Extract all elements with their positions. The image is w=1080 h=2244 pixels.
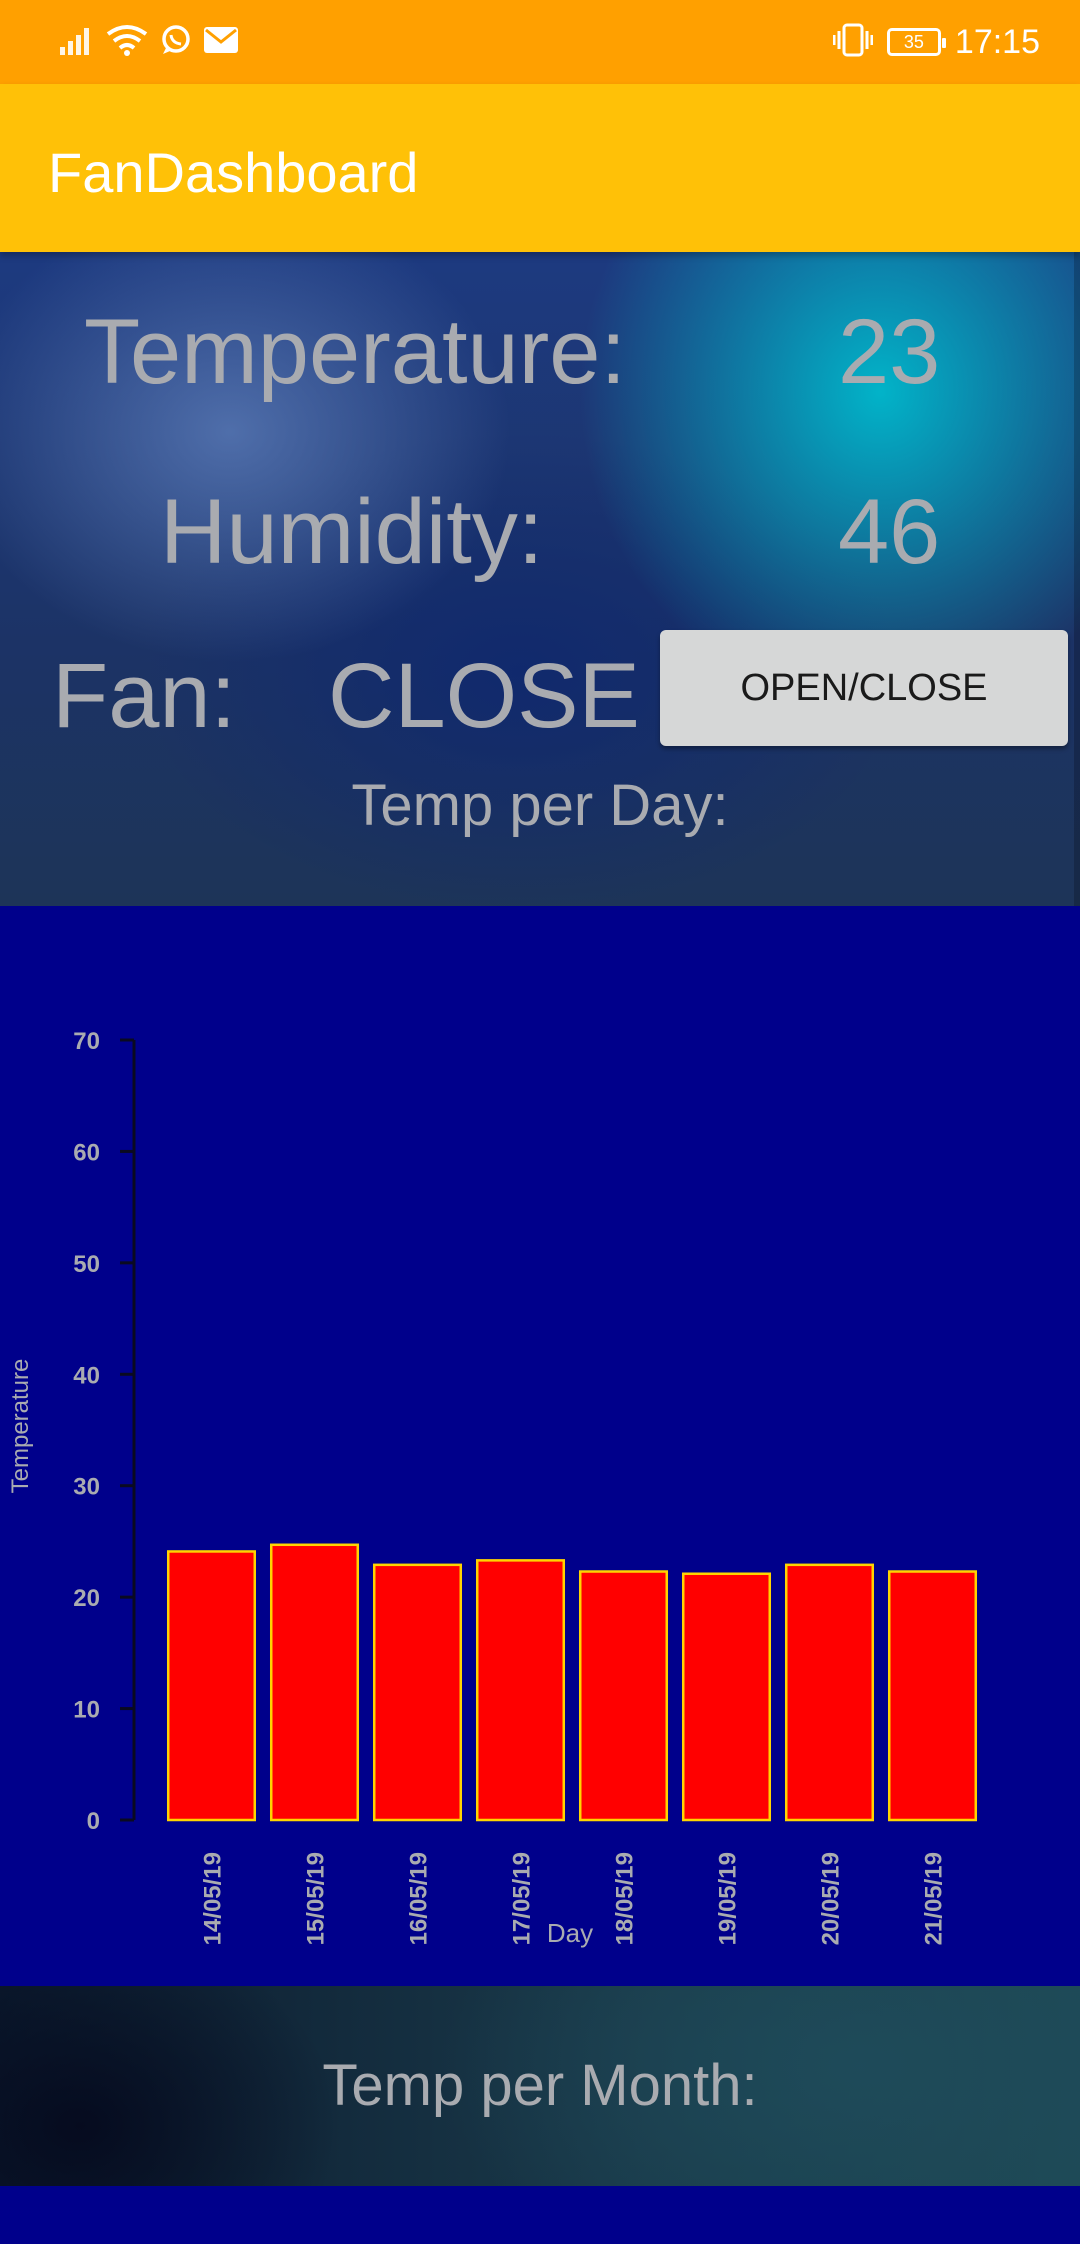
fan-label: Fan: (52, 645, 237, 747)
x-tick-label: 21/05/19 (921, 1852, 948, 1945)
x-tick-label: 20/05/19 (818, 1852, 845, 1945)
y-tick-label: 10 (73, 1697, 100, 1724)
y-tick-label: 70 (73, 1028, 100, 1055)
temperature-value: 23 (838, 301, 941, 403)
temp-per-day-chart: 0 10 20 30 40 50 60 70 14/05/19 15/05/19 16/05/19… (0, 906, 1080, 1986)
bar (475, 1559, 566, 1822)
bar (372, 1563, 463, 1822)
status-icons-left (60, 22, 238, 62)
battery-icon: 35 (886, 28, 946, 56)
x-axis-ticks: 14/05/19 15/05/19 16/05/19 17/05/19 18/05/19… (200, 1852, 948, 1945)
x-tick-label: 14/05/19 (200, 1852, 227, 1945)
month-panel: Temp per Month: (0, 1986, 1080, 2186)
fan-status: CLOSE (328, 645, 640, 747)
x-tick-label: 19/05/19 (715, 1852, 742, 1945)
bar (784, 1563, 875, 1822)
humidity-label: Humidity: (160, 481, 544, 583)
readings-panel: Temperature: 23 Humidity: 46 Fan: CLOSE … (0, 252, 1080, 906)
scrollbar[interactable] (1074, 252, 1080, 952)
x-tick-label: 18/05/19 (612, 1852, 639, 1945)
whatsapp-icon (160, 24, 192, 60)
app-title: FanDashboard (48, 141, 419, 204)
status-icons-right: 35 17:15 (832, 18, 1040, 66)
status-bar: 35 17:15 (0, 0, 1080, 84)
mail-icon (204, 27, 238, 57)
y-tick-label: 30 (73, 1474, 100, 1501)
y-axis: 0 10 20 30 40 50 60 70 (73, 1028, 136, 1835)
x-tick-label: 16/05/19 (406, 1852, 433, 1945)
battery-level: 35 (903, 31, 924, 52)
y-tick-label: 20 (73, 1585, 100, 1612)
bar (166, 1550, 257, 1822)
temp-per-day-title: Temp per Day: (351, 773, 729, 838)
vibrate-icon (832, 23, 874, 61)
temp-per-month-title: Temp per Month: (322, 2053, 758, 2118)
bar-chart: 0 10 20 30 40 50 60 70 14/05/19 15/05/19 16/05/19… (7, 1028, 978, 1948)
y-tick-label: 40 (73, 1362, 100, 1389)
bars (166, 1543, 978, 1822)
x-axis-label: Day (547, 1918, 593, 1948)
open-close-button[interactable]: OPEN/CLOSE (660, 630, 1068, 746)
bar (578, 1570, 669, 1822)
humidity-value: 46 (838, 481, 941, 583)
y-axis-label: Temperature (7, 1359, 34, 1494)
y-tick-label: 60 (73, 1139, 100, 1166)
signal-icon (60, 25, 94, 59)
wifi-icon (106, 24, 148, 60)
bar (887, 1570, 978, 1822)
y-tick-label: 0 (87, 1808, 100, 1835)
temperature-label: Temperature: (84, 301, 627, 403)
x-tick-label: 15/05/19 (303, 1852, 330, 1945)
month-chart-area (0, 2186, 1080, 2244)
bar (269, 1543, 360, 1822)
app-bar: FanDashboard (0, 84, 1080, 252)
x-tick-label: 17/05/19 (509, 1852, 536, 1945)
status-time: 17:15 (954, 22, 1040, 61)
bar (681, 1572, 772, 1822)
y-tick-label: 50 (73, 1251, 100, 1278)
